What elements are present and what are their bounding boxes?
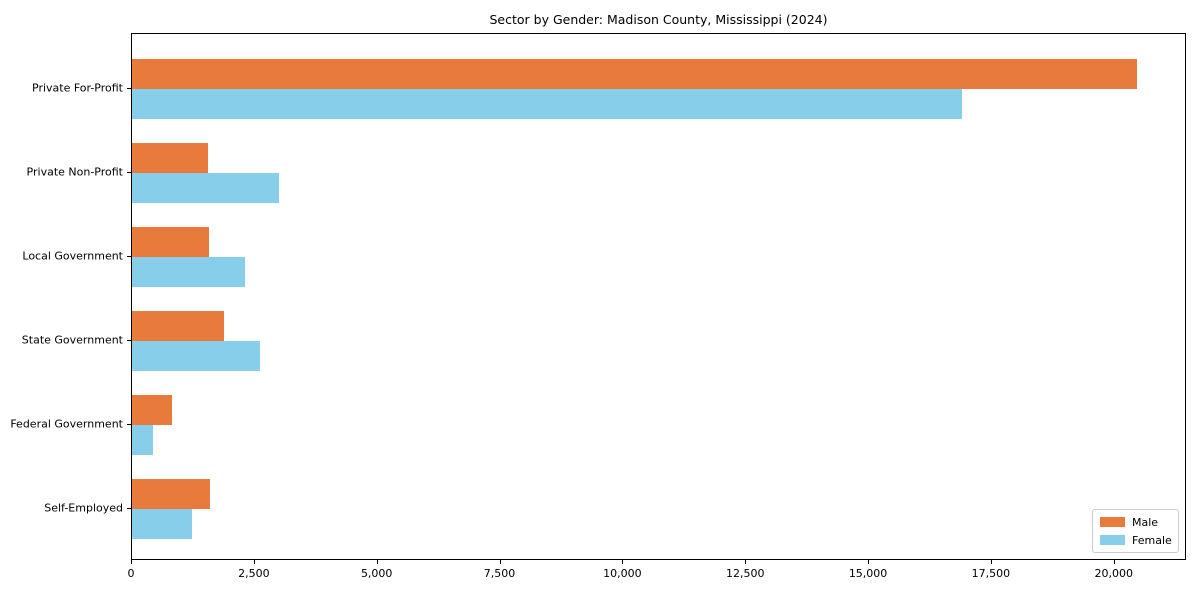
y-tick-mark — [127, 508, 131, 509]
x-tick-label-2500: 2,500 — [238, 567, 270, 580]
legend-entry-female: Female — [1100, 533, 1172, 547]
bar-female-federal-government — [132, 425, 153, 455]
x-tick-mark — [131, 560, 132, 564]
x-tick-label-17500: 17,500 — [971, 567, 1011, 580]
bar-male-local-government — [132, 227, 210, 257]
legend-label-male: Male — [1132, 515, 1159, 529]
bar-female-private-for-profit — [132, 89, 963, 119]
bar-male-private-for-profit — [132, 59, 1137, 89]
bar-female-local-government — [132, 257, 245, 287]
y-tick-label-private-non-profit: Private Non-Profit — [26, 165, 123, 179]
y-tick-mark — [127, 256, 131, 257]
x-tick-mark — [376, 560, 378, 564]
legend-label-female: Female — [1132, 533, 1172, 547]
y-tick-label-private-for-profit: Private For-Profit — [32, 81, 123, 95]
x-tick-label-10000: 10,000 — [603, 567, 642, 580]
x-tick-mark — [868, 560, 870, 564]
x-tick-label-20000: 20,000 — [1094, 567, 1134, 580]
y-tick-label-self-employed: Self-Employed — [44, 501, 123, 515]
bar-male-state-government — [132, 311, 225, 341]
y-tick-label-local-government: Local Government — [22, 249, 123, 263]
legend-swatch-male — [1100, 517, 1125, 527]
bar-female-state-government — [132, 341, 261, 371]
x-tick-mark — [1113, 560, 1115, 564]
x-tick-label-15000: 15,000 — [848, 567, 888, 580]
bar-female-private-non-profit — [132, 173, 280, 203]
y-tick-mark — [127, 88, 131, 89]
x-tick-mark — [499, 560, 501, 564]
x-tick-mark — [253, 560, 255, 564]
bar-male-self-employed — [132, 479, 211, 509]
x-tick-mark — [745, 560, 747, 564]
y-tick-mark — [127, 424, 131, 425]
x-tick-label-0: 0 — [127, 567, 135, 580]
bar-male-federal-government — [132, 395, 172, 425]
x-tick-label-12500: 12,500 — [725, 567, 765, 580]
legend: Male Female — [1092, 509, 1179, 553]
y-tick-label-state-government: State Government — [21, 333, 123, 347]
chart-title: Sector by Gender: Madison County, Missis… — [489, 12, 828, 27]
y-tick-label-federal-government: Federal Government — [10, 417, 123, 431]
y-tick-mark — [127, 340, 131, 341]
bar-female-self-employed — [132, 509, 192, 539]
legend-swatch-female — [1100, 535, 1125, 545]
x-tick-label-5000: 5,000 — [360, 567, 393, 580]
y-tick-mark — [127, 172, 131, 173]
x-tick-mark — [622, 560, 624, 564]
x-tick-mark — [990, 560, 992, 564]
plot-area — [131, 33, 1186, 560]
legend-entry-male: Male — [1100, 516, 1171, 529]
x-tick-label-7500: 7,500 — [483, 567, 516, 580]
bar-male-private-non-profit — [132, 143, 208, 173]
